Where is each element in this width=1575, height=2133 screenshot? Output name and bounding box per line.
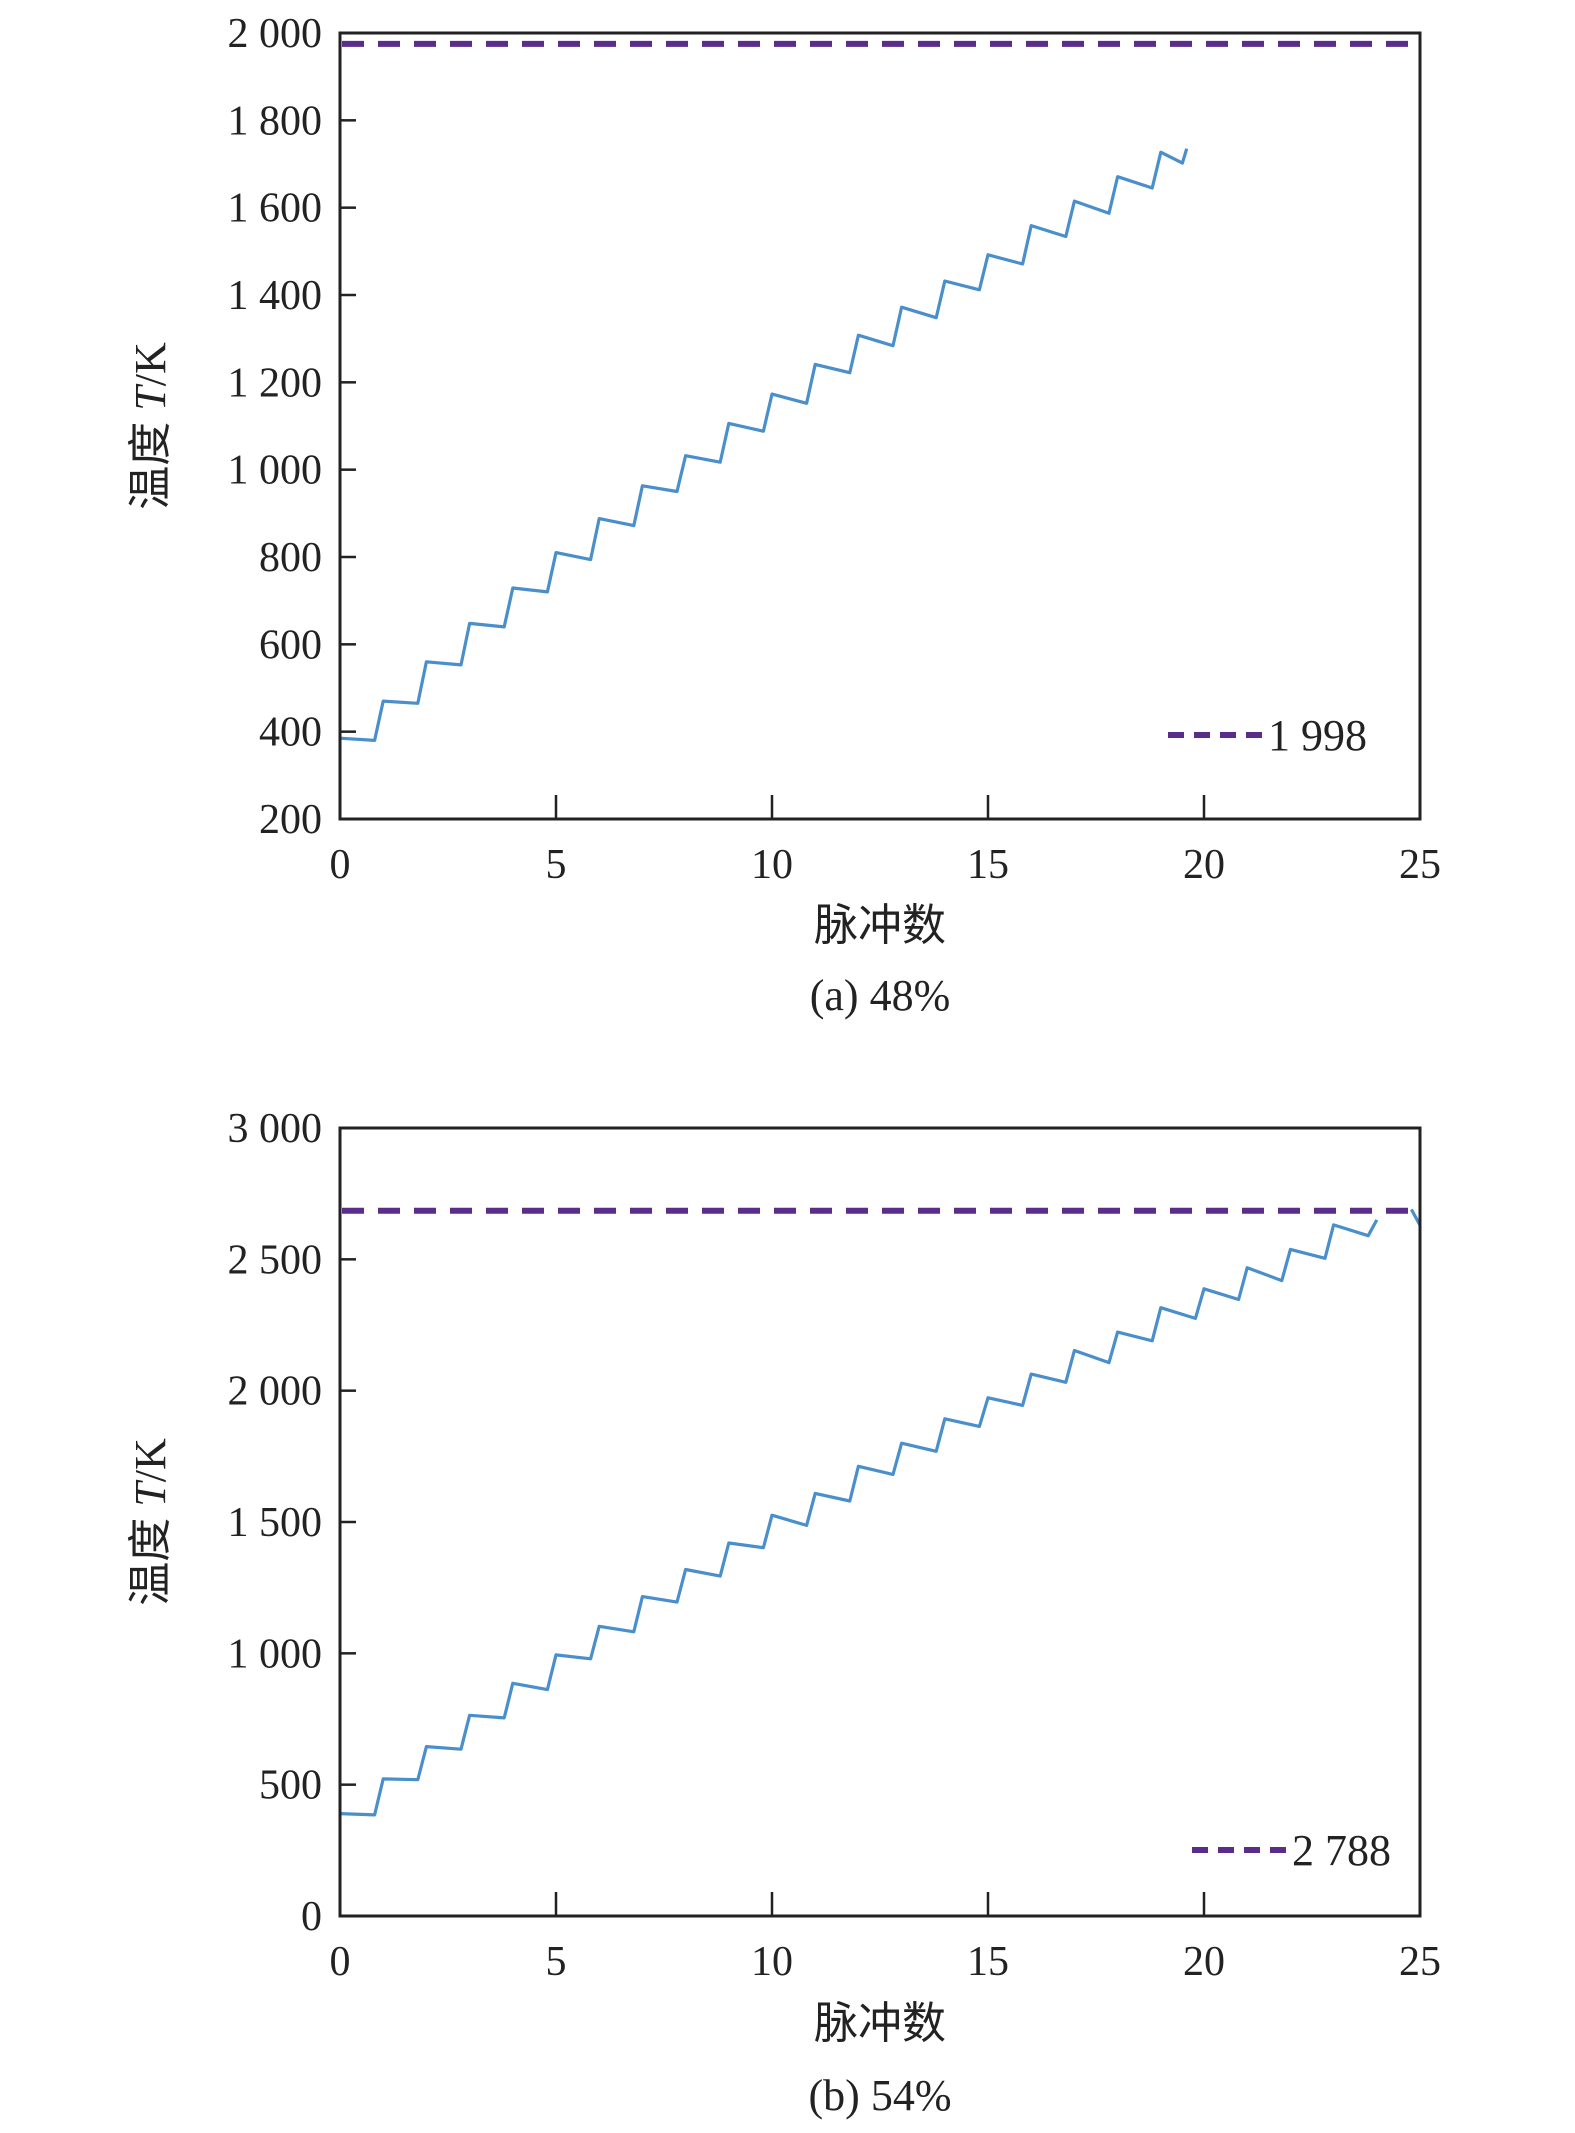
legend-label: 1 998 xyxy=(1268,711,1367,760)
y-tick-label: 2 500 xyxy=(228,1237,323,1283)
x-tick-label: 25 xyxy=(1399,1939,1441,1985)
y-tick-label: 400 xyxy=(259,710,322,756)
y-axis-label-var: T xyxy=(126,383,175,411)
y-tick-label: 1 000 xyxy=(228,1631,323,1677)
series-line-temperature xyxy=(340,148,1189,743)
chart-caption: (a) 48% xyxy=(810,971,951,1020)
x-axis-label: 脉冲数 xyxy=(814,901,946,950)
legend-label: 2 788 xyxy=(1292,1826,1391,1875)
chart-b: 0 5 10 15 20 25 0 500 1 000 1 500 2 000 2 500 3 000 脉… xyxy=(126,1106,1441,2120)
y-axis-label-prefix: 温度 xyxy=(126,411,175,510)
series-line-temperature xyxy=(340,1219,1379,1817)
chart-a: 0 5 10 15 20 25 200 400 600 800 1 000 1 200 1 400 1 6… xyxy=(126,11,1441,1020)
y-tick-label: 600 xyxy=(259,622,322,668)
x-tick-label: 5 xyxy=(546,1939,567,1985)
x-tick-label: 10 xyxy=(751,1939,793,1985)
x-tick-label: 25 xyxy=(1399,842,1441,888)
y-tick-label: 800 xyxy=(259,535,322,581)
y-axis-label-prefix: 温度 xyxy=(126,1507,175,1606)
y-tick-label: 1 200 xyxy=(228,360,323,406)
y-tick-label: 1 500 xyxy=(228,1500,323,1546)
x-tick-label: 15 xyxy=(967,842,1009,888)
x-tick-label: 15 xyxy=(967,1939,1009,1985)
x-tick-label: 10 xyxy=(751,842,793,888)
axes-frame xyxy=(338,31,1422,821)
chart-caption: (b) 54% xyxy=(809,2071,952,2120)
y-tick-label: 500 xyxy=(259,1763,322,1809)
x-tick-label: 20 xyxy=(1183,1939,1225,1985)
y-tick-label: 0 xyxy=(301,1894,322,1940)
x-tick-label: 0 xyxy=(330,1939,351,1985)
y-tick-label: 200 xyxy=(259,797,322,843)
y-axis-label-var: T xyxy=(126,1479,175,1507)
y-tick-label: 1 000 xyxy=(228,448,323,494)
y-tick-label: 1 400 xyxy=(228,273,323,319)
y-axis-label: 温度 T/K xyxy=(126,342,175,510)
y-tick-label: 2 000 xyxy=(228,11,323,57)
x-tick-label: 0 xyxy=(330,842,351,888)
y-tick-label: 1 600 xyxy=(228,186,323,232)
y-tick-label: 1 800 xyxy=(228,98,323,144)
y-tick-label: 2 000 xyxy=(228,1369,323,1415)
axes-frame xyxy=(338,1126,1422,1918)
x-axis-label: 脉冲数 xyxy=(814,1999,946,2048)
x-tick-label: 5 xyxy=(546,842,567,888)
x-tick-label: 20 xyxy=(1183,842,1225,888)
y-tick-label: 3 000 xyxy=(228,1106,323,1152)
y-axis-label-unit: /K xyxy=(126,1438,175,1482)
y-axis-label: 温度 T/K xyxy=(126,1438,175,1606)
y-axis-label-unit: /K xyxy=(126,342,175,386)
